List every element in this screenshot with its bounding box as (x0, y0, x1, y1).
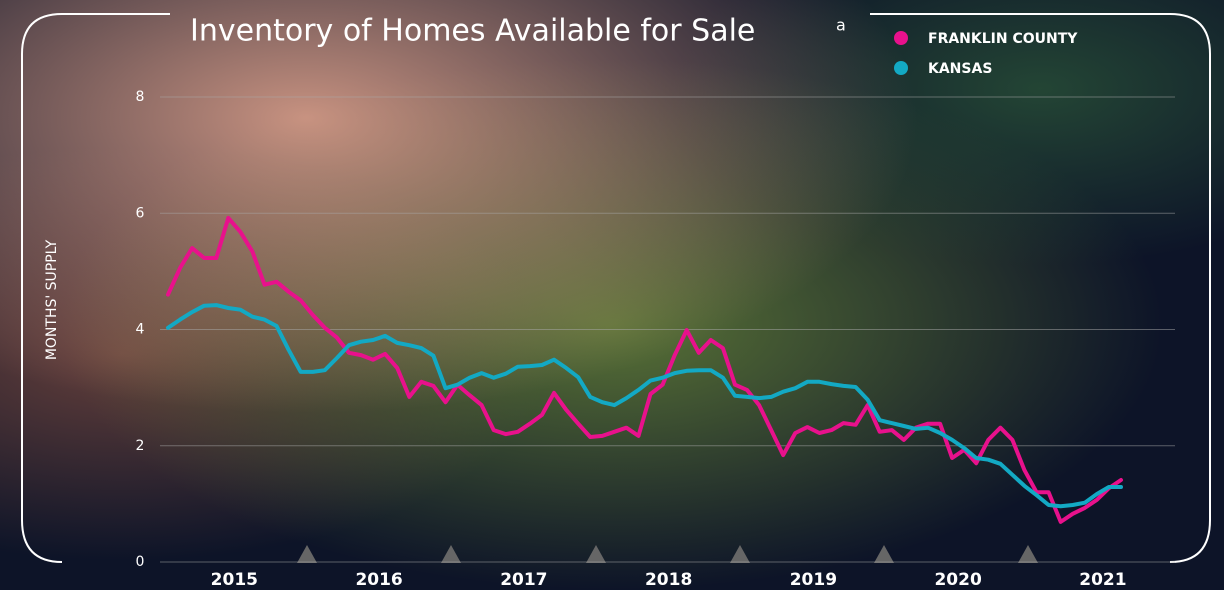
legend-label: FRANKLIN COUNTY (928, 31, 1078, 47)
title-note: a (836, 16, 846, 35)
x-tick-label: 2015 (211, 570, 258, 590)
legend-label: KANSAS (928, 61, 992, 77)
x-tick-label: 2016 (355, 570, 402, 590)
y-tick-label: 0 (136, 554, 145, 570)
y-axis-label: MONTHS' SUPPLY (44, 239, 60, 360)
legend-swatch (894, 61, 908, 75)
series-line (166, 303, 1123, 509)
x-tick-label: 2019 (790, 570, 837, 590)
y-tick-label: 2 (136, 438, 145, 454)
year-markers (297, 545, 1038, 563)
y-tick-label: 8 (136, 89, 145, 105)
frame (870, 13, 1211, 563)
chart-title: Inventory of Homes Available for Sale (190, 14, 755, 49)
y-tick-label: 6 (136, 205, 145, 221)
x-tick-label: 2021 (1079, 570, 1126, 590)
legend-swatch (894, 31, 908, 45)
series-line (166, 215, 1123, 524)
y-tick-label: 4 (136, 322, 145, 338)
x-tick-label: 2020 (934, 570, 981, 590)
x-tick-label: 2017 (500, 570, 547, 590)
x-tick-label: 2018 (645, 570, 692, 590)
frame (21, 13, 170, 563)
